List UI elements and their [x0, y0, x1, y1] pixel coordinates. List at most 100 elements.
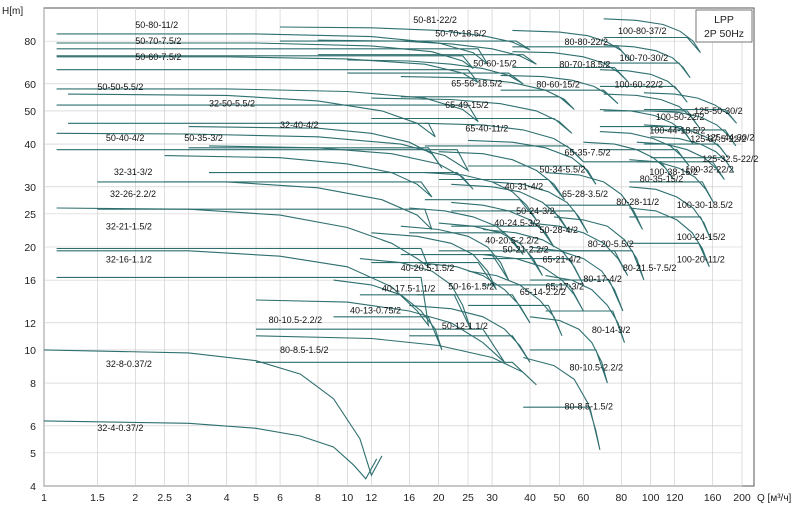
pump-curve: [629, 159, 714, 203]
pump-curve-label: 32-26-2.2/2: [110, 189, 156, 199]
y-tick-label: 25: [24, 209, 36, 221]
pump-curve: [529, 246, 624, 312]
x-tick-label: 3: [186, 492, 192, 504]
pump-curve: [56, 88, 479, 123]
x-tick-label: 1: [41, 492, 47, 504]
pump-curve-label: 100-32-22/2: [685, 165, 734, 175]
pump-curve-label: 50-34-5.5/2: [540, 165, 586, 175]
y-tick-label: 16: [24, 275, 36, 287]
pump-curve: [553, 216, 645, 281]
pump-curve-label: 65-28-3.5/2: [562, 189, 608, 199]
pump-curve-label: 40-20.5-2.2/2: [485, 235, 539, 245]
pump-curve: [545, 275, 626, 343]
pump-curve-label: 50-12-1.1/2: [442, 321, 488, 331]
pump-curve: [629, 207, 710, 268]
pump-curve: [650, 136, 735, 173]
tick-labels: 1 1.5 2 2.5 3 4 5 6 8 10 12 16 20 25 30 40 50 60 80 100 120 1…: [24, 36, 751, 504]
pump-curve: [279, 26, 531, 51]
pump-curve-label: 65-49-15/2: [445, 100, 489, 110]
pump-curve-label: 50-21-2.2/2: [503, 244, 549, 254]
pump-curve-label: 32-16-1.1/2: [106, 255, 152, 265]
pump-curve: [56, 250, 430, 328]
pump-curve-label: 32-8-0.37/2: [106, 359, 152, 369]
x-tick-label: 1.5: [90, 492, 105, 504]
x-tick-label: 16: [403, 492, 415, 504]
pump-curve-label: 50-35-3/2: [184, 133, 223, 143]
x-tick-label: 80: [615, 492, 627, 504]
legend-line-2: 2P 50Hz: [704, 28, 744, 40]
pump-curve: [188, 126, 443, 169]
pump-curve-label: 80-70-18.5/2: [559, 60, 610, 70]
pump-curve-label: 65-35-7.5/2: [565, 148, 611, 158]
y-axis-title: H[m]: [2, 6, 23, 17]
x-tick-label: 8: [315, 492, 321, 504]
pump-curve: [599, 69, 688, 103]
x-tick-label: 30: [486, 492, 498, 504]
pump-curve: [255, 299, 506, 363]
pump-curve: [482, 254, 584, 312]
x-tick-label: 120: [666, 492, 684, 504]
pump-curve: [636, 141, 725, 180]
pump-curve: [603, 44, 691, 79]
pump-curve: [629, 186, 712, 241]
pump-curve-label: 50-70-7.5/2: [135, 36, 181, 46]
pump-curve: [468, 139, 597, 185]
pump-curve: [451, 183, 570, 234]
y-tick-label: 12: [24, 318, 36, 330]
pump-curve-label: 80-20-5.5/2: [588, 239, 634, 249]
pump-curve: [164, 155, 433, 198]
pump-curve: [400, 76, 575, 110]
x-tick-label: 12: [366, 492, 378, 504]
pump-curve: [603, 18, 701, 54]
pump-curve-label: 125-44-30/2: [706, 132, 755, 142]
pump-curve: [97, 181, 433, 230]
pump-curve-label: 50-81-22/2: [413, 15, 457, 25]
pump-curve: [438, 222, 543, 276]
pump-curve: [512, 29, 632, 62]
pump-curve-label: 100-70-30/2: [620, 53, 669, 63]
y-tick-label: 8: [30, 378, 36, 390]
legend-frame: [695, 9, 753, 43]
pump-curve: [599, 131, 690, 167]
pump-curve-label: 100-80-37/2: [618, 26, 667, 36]
pump-curve: [409, 304, 531, 363]
pump-curve: [347, 59, 524, 85]
x-tick-label: 2: [132, 492, 138, 504]
legend-box: LPP 2P 50Hz: [695, 9, 753, 43]
y-tick-label: 20: [24, 242, 36, 254]
x-tick-label: 160: [704, 492, 722, 504]
legend-line-1: LPP: [714, 14, 734, 26]
pump-curve-label: 100-20-11/2: [677, 255, 725, 265]
x-tick-label: 6: [277, 492, 283, 504]
pump-curve: [333, 279, 443, 351]
x-tick-label: 2.5: [157, 492, 172, 504]
pump-curve-label: 80-17-4/2: [583, 274, 622, 284]
pump-curve-label: 50-50-5.5/2: [97, 82, 143, 92]
pump-curve-label: 50-16-1.5/2: [448, 282, 494, 292]
pump-curve-label: 32-21-1.5/2: [106, 222, 152, 232]
pump-curve-label: 50-70-18.5/2: [435, 29, 486, 39]
x-tick-label: 50: [554, 492, 566, 504]
pump-curve-label: 65-40-11/2: [465, 124, 508, 134]
pump-curve: [56, 56, 479, 84]
pump-curve-label: 125-32.5-22/2: [702, 154, 758, 164]
pump-curve-label: 80-10.5-2.2/2: [570, 363, 624, 373]
pump-curve-label: 65-21-4/2: [543, 255, 582, 265]
pump-curve: [451, 201, 555, 248]
pump-curve-label: 50-80-11/2: [135, 20, 178, 30]
pump-curve-label: 80-80-22/2: [565, 37, 609, 47]
y-tick-label: 60: [24, 79, 36, 91]
pump-curve-label: 40-24.5-3/2: [494, 218, 540, 228]
pump-curve: [529, 316, 608, 384]
pump-curve-label: 80-28-11/2: [616, 197, 659, 207]
pump-curve-label: 40-13-0.75/2: [350, 305, 401, 315]
x-tick-label: 200: [733, 492, 751, 504]
pump-curve-label: 40-17.5-1.1/2: [382, 284, 436, 294]
pump-curve: [492, 181, 589, 234]
pump-curve-label: 100-30-18.5/2: [677, 200, 733, 210]
x-tick-label: 25: [462, 492, 474, 504]
pump-curve: [56, 33, 489, 65]
y-tick-label: 50: [24, 106, 36, 118]
pump-curve: [482, 228, 584, 286]
pump-curve: [424, 122, 584, 163]
